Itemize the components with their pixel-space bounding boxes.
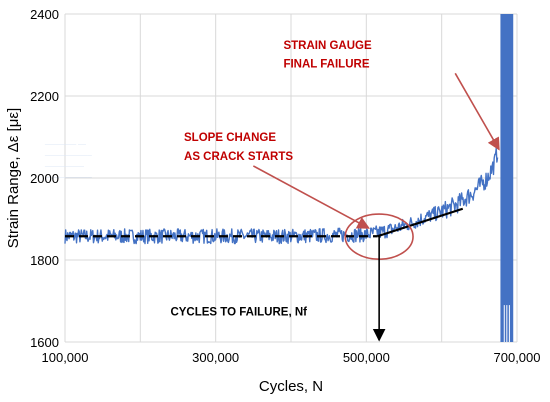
x-axis-title: Cycles, N [259,378,323,395]
annotation-arrow-1 [252,165,371,229]
failure-band [500,14,514,342]
fit-line-solid [377,207,464,238]
y-axis-title: Strain Range, Δε [με] [5,108,22,248]
y-tick-label-0: 1600 [30,335,59,350]
y-tick-label-3: 2200 [30,89,59,104]
x-tick-label-2: 500,000 [343,350,390,365]
annotation-text-0-0: STRAIN GAUGE [283,40,372,52]
y-tick-label-1: 1800 [30,253,59,268]
annotation-text-0-1: FINAL FAILURE [283,58,369,70]
ghost-text-2: __________ [44,160,84,167]
annotations: STRAIN GAUGE FINAL FAILURE SLOPE CHANGE AS … [170,40,500,342]
annotation-text-1-1: AS CRACK STARTS [184,151,293,163]
y-tick-label-2: 2000 [30,171,59,186]
ghost-text-3: ____________ [44,171,92,178]
ghost-text-0: ________ __ [44,138,86,145]
annotation-text-1-0: SLOPE CHANGE [184,132,276,144]
y-tick-label-4: 2400 [30,7,59,22]
x-tick-label-1: 300,000 [192,350,239,365]
tick-labels: 100,000 300,000 500,000 700,000 1600 1800 2000… [30,7,540,365]
fit-lines [65,207,464,238]
x-tick-label-3: 700,000 [494,350,541,365]
grid-lines [64,13,518,343]
annotation-arrow-0 [454,72,500,151]
x-tick-label-0: 100,000 [42,350,89,365]
ghost-text-1: ____________ [44,149,92,156]
faint-background-text: ________ _______________________________… [44,138,92,178]
annotation-text-2-0: CYCLES TO FAILURE, Nf [170,306,307,318]
